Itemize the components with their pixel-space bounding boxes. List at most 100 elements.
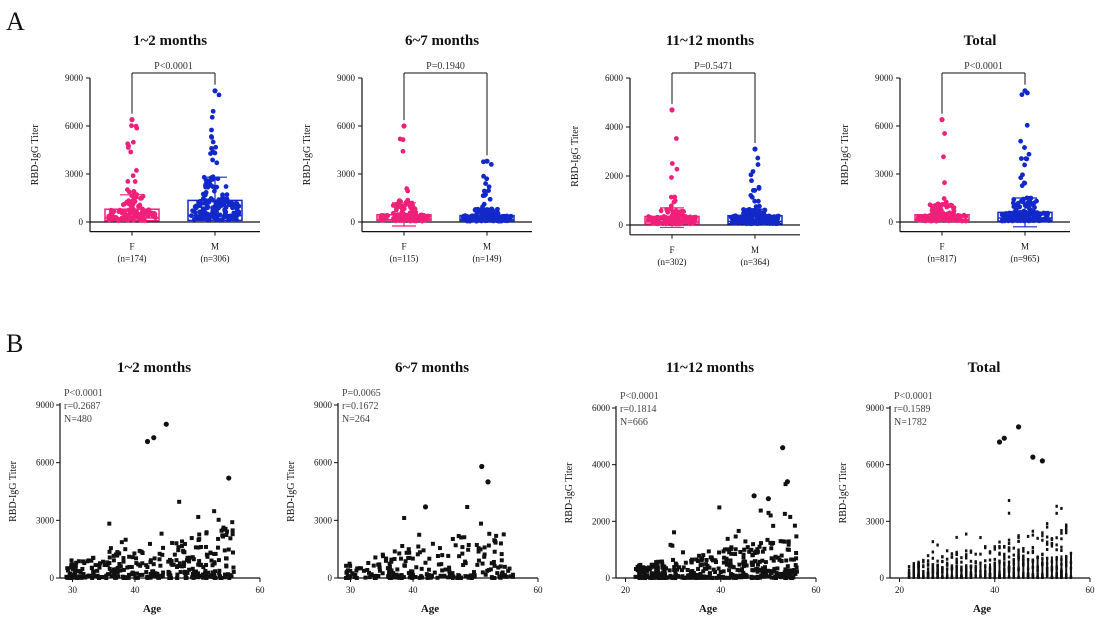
- swarm-point: [134, 125, 140, 131]
- swarm-point: [755, 162, 761, 167]
- group-female: [914, 117, 970, 224]
- scatter-point: [733, 573, 738, 578]
- scatter-point: [157, 557, 162, 562]
- scatter-point: [387, 572, 392, 577]
- swarm-point: [1011, 204, 1017, 209]
- scatter-point: [196, 545, 201, 550]
- scatter-point: [121, 567, 126, 572]
- scatter-point: [403, 559, 408, 564]
- scatter-point: [387, 569, 392, 574]
- scatter-point: [730, 564, 735, 569]
- y-tick-label: 3000: [866, 516, 885, 526]
- scatter-point: [727, 568, 732, 573]
- scatter-point: [984, 546, 987, 550]
- swarm-point: [941, 154, 946, 160]
- scatter-point: [773, 554, 778, 559]
- scatter-point: [777, 557, 782, 562]
- scatter-point: [417, 550, 422, 555]
- scatter-point: [135, 575, 140, 580]
- scatter-point: [72, 567, 77, 572]
- scatter-point: [65, 568, 70, 573]
- scatter-point: [457, 573, 462, 578]
- scatter-point: [443, 567, 448, 572]
- scatter-point: [783, 482, 788, 487]
- scatter-point: [689, 571, 694, 576]
- scatter-point: [926, 563, 930, 567]
- scatter-point: [752, 551, 757, 556]
- scatter-point: [108, 546, 113, 551]
- scatter-point: [737, 568, 742, 573]
- swarm-point: [755, 155, 761, 161]
- scatter-point: [1017, 534, 1020, 538]
- swarm-point: [480, 204, 486, 210]
- scatter-outlier: [163, 421, 169, 427]
- scatter-point: [363, 575, 368, 580]
- scatter-point: [1041, 531, 1044, 535]
- scatter-point: [145, 575, 150, 580]
- scatter-point: [67, 575, 72, 580]
- scatter-point: [674, 563, 679, 568]
- swarm-point: [211, 188, 217, 194]
- swarm-point: [122, 209, 127, 215]
- scatter-point: [950, 555, 954, 559]
- swarm-point: [483, 191, 489, 197]
- scatter-point: [181, 564, 186, 569]
- scatter-point: [772, 569, 777, 574]
- scatter-point: [472, 572, 477, 577]
- scatter-point: [510, 574, 515, 579]
- max-point: [752, 146, 758, 152]
- scatter-point: [1017, 539, 1020, 543]
- scatter-point: [377, 568, 382, 573]
- scatter-point: [439, 562, 444, 567]
- stat-label: r=0.1589: [894, 404, 930, 415]
- scatter-point: [182, 561, 187, 566]
- scatter-point: [662, 569, 667, 574]
- y-tick-label: 9000: [337, 73, 356, 83]
- scatter-point: [185, 570, 190, 575]
- scatter-point: [478, 547, 483, 552]
- scatter-point: [760, 549, 765, 554]
- scatter-point: [92, 574, 97, 579]
- swarm-point: [190, 208, 196, 214]
- scatter-point: [741, 574, 746, 579]
- scatter-point: [482, 545, 487, 550]
- scatter-point: [668, 542, 673, 547]
- scatter-point: [964, 564, 968, 568]
- scatter-point: [1064, 528, 1068, 532]
- y-tick-label: 6000: [875, 121, 894, 131]
- scatter-point: [359, 566, 364, 571]
- scatter-point: [724, 562, 729, 567]
- scatter-point: [76, 569, 81, 574]
- swarm-point: [230, 205, 235, 211]
- scatter-point: [670, 575, 675, 580]
- scatter-point: [461, 562, 466, 567]
- scatter-point: [714, 560, 719, 565]
- scatter-point: [1060, 506, 1063, 510]
- scatter-point: [160, 552, 165, 557]
- scatter-point: [365, 567, 370, 572]
- scatter-point: [113, 575, 118, 580]
- group-label: M: [1021, 242, 1029, 252]
- scatter-point: [167, 570, 172, 575]
- scatter-point: [772, 566, 777, 571]
- swarm-point: [128, 203, 134, 209]
- scatter-point: [729, 545, 734, 550]
- scatter-point: [1017, 551, 1020, 555]
- scatter-point: [721, 560, 726, 565]
- scatter-point: [737, 562, 742, 567]
- swarm-point: [476, 215, 482, 221]
- scatter-point: [699, 575, 704, 580]
- scatter-point: [80, 566, 85, 571]
- scatter-point: [697, 553, 702, 558]
- scatter-point: [729, 551, 734, 556]
- swarm-point: [1024, 122, 1030, 128]
- scatter-point: [907, 568, 911, 572]
- scatter-point: [436, 562, 441, 567]
- scatter-point: [979, 536, 982, 540]
- scatter-point: [499, 552, 504, 557]
- scatter-outlier: [996, 439, 1003, 445]
- scatter-point: [1055, 548, 1058, 552]
- scatter-point: [453, 543, 458, 548]
- scatter-outlier: [784, 479, 791, 485]
- scatter-point: [660, 575, 665, 580]
